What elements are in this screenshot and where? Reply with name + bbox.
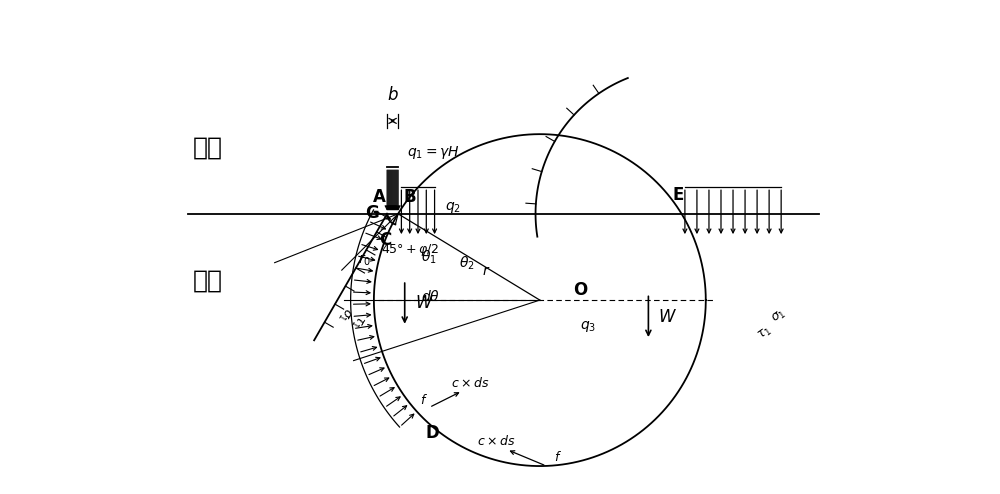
- Text: $q_1=\gamma H$: $q_1=\gamma H$: [407, 144, 460, 161]
- Text: A: A: [373, 188, 386, 206]
- Text: $\sigma_1$: $\sigma_1$: [769, 307, 789, 326]
- Text: $q_3$: $q_3$: [580, 319, 596, 334]
- Text: $\sigma_1$: $\sigma_1$: [335, 304, 353, 323]
- Text: O: O: [573, 281, 587, 299]
- Text: $c\times ds$: $c\times ds$: [451, 376, 489, 390]
- Text: $\theta_2$: $\theta_2$: [459, 255, 475, 272]
- Text: $c\times ds$: $c\times ds$: [477, 435, 516, 449]
- Text: D: D: [426, 424, 440, 442]
- Text: $W$: $W$: [658, 308, 677, 326]
- Text: $\theta_1$: $\theta_1$: [421, 248, 437, 266]
- Text: G: G: [365, 204, 379, 222]
- Text: f: f: [554, 451, 559, 464]
- Text: $d\theta$: $d\theta$: [421, 289, 440, 304]
- Text: $W$: $W$: [415, 294, 434, 312]
- Text: $45°+\varphi/2$: $45°+\varphi/2$: [381, 243, 439, 258]
- Text: E: E: [673, 186, 684, 204]
- Text: 软土: 软土: [193, 135, 223, 160]
- Text: $q_2$: $q_2$: [445, 200, 461, 215]
- Text: $r$: $r$: [482, 264, 491, 278]
- Text: C: C: [379, 231, 392, 249]
- Text: $r_0$: $r_0$: [358, 252, 371, 268]
- Text: f: f: [420, 394, 425, 408]
- Text: $b$: $b$: [387, 86, 398, 104]
- Text: $\tau_1$: $\tau_1$: [756, 324, 775, 343]
- Text: 硬土: 硬土: [193, 268, 223, 292]
- Text: B: B: [403, 188, 416, 206]
- Text: $\tau_1$: $\tau_1$: [348, 311, 367, 329]
